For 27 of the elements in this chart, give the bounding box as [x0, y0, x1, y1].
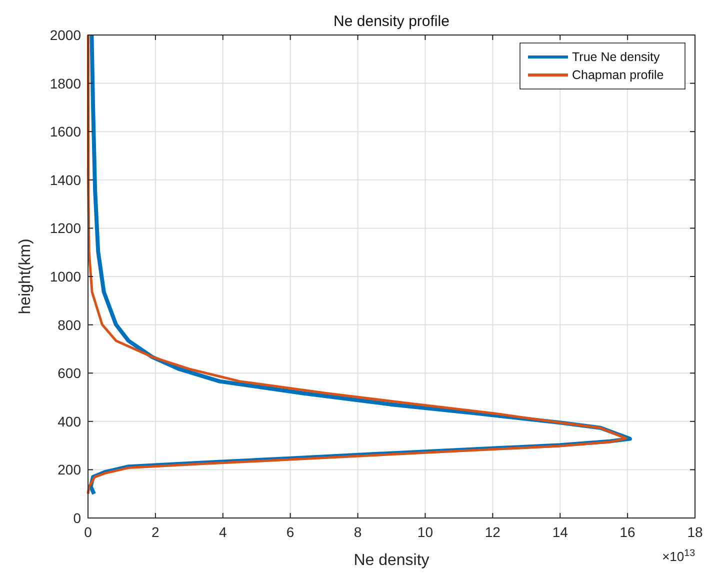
y-tick-label: 1800	[50, 75, 82, 92]
y-axis-title: height(km)	[17, 238, 34, 314]
x-tick-label: 12	[484, 524, 501, 540]
x-tick-label: 18	[687, 524, 703, 540]
x-tick-label: 8	[354, 524, 362, 540]
x-tick-label: 0	[84, 524, 92, 540]
y-tick-label: 1400	[50, 172, 82, 188]
y-tick-label: 2000	[50, 27, 82, 43]
legend-label: True Ne density	[572, 50, 661, 64]
y-tick-label: 200	[58, 462, 82, 478]
x-tick-label: 6	[286, 524, 294, 540]
y-tick-label: 400	[58, 413, 82, 430]
x-tick-label: 4	[218, 524, 227, 540]
x-tick-label: 2	[152, 524, 160, 540]
y-tick-label: 1600	[50, 124, 82, 140]
y-tick-label: 600	[58, 365, 82, 382]
text: ×10$^{13}$	[662, 548, 695, 564]
legend-label: Chapman profile	[572, 68, 664, 82]
x-tick-label: 16	[620, 524, 636, 540]
y-tick-label: 1000	[50, 268, 82, 284]
y-tick-label: 800	[58, 316, 82, 333]
y-tick-label: 1200	[50, 220, 82, 236]
chart-title: Ne density profile	[334, 13, 450, 30]
x-tick-label: 14	[552, 524, 568, 540]
x-tick-label: 10	[417, 524, 434, 540]
x-axis-title: Ne density	[354, 552, 430, 569]
y-tick-label: 0	[73, 510, 82, 526]
